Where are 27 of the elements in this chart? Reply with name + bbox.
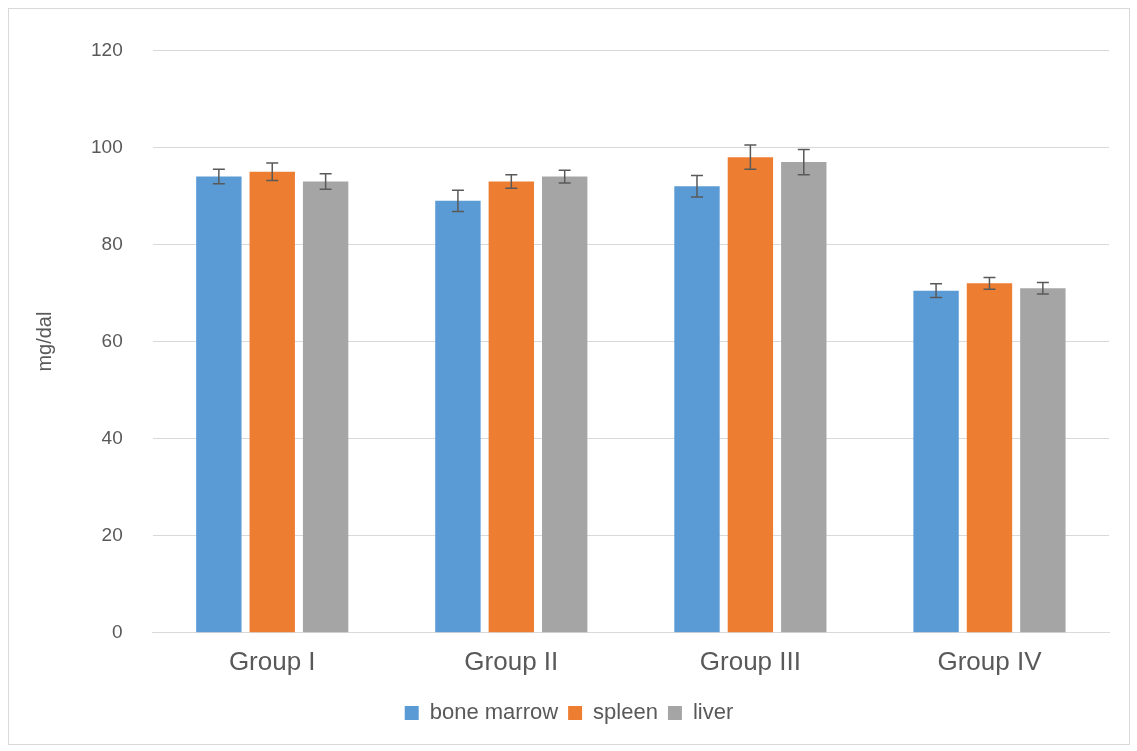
bar — [966, 283, 1013, 633]
y-tick-label: 20 — [101, 523, 123, 545]
y-axis-title: mg/dal — [32, 311, 55, 372]
y-tick-label: 0 — [112, 621, 123, 643]
x-tick-label: Group IV — [937, 645, 1043, 676]
bar — [435, 200, 481, 633]
bar — [1020, 288, 1066, 633]
bar — [302, 181, 349, 633]
bar — [913, 290, 959, 633]
y-tick-label: 60 — [101, 329, 123, 351]
bar — [488, 181, 535, 633]
y-tick-label: 120 — [91, 38, 123, 60]
x-tick-label: Group III — [699, 645, 801, 676]
x-tick-label: Group I — [228, 645, 316, 676]
bar — [542, 176, 588, 633]
x-tick-label: Group II — [464, 645, 559, 676]
y-tick-label: 100 — [91, 135, 123, 157]
y-tick-label: 80 — [101, 232, 123, 254]
legend-label: spleen — [593, 699, 658, 725]
bar — [727, 157, 774, 633]
bar — [781, 162, 827, 633]
legend-label: liver — [692, 699, 734, 725]
bar — [249, 171, 295, 633]
bar — [674, 186, 720, 633]
y-tick-label: 40 — [101, 426, 123, 448]
bar — [196, 176, 242, 633]
legend-label: bone marrow — [429, 699, 559, 725]
